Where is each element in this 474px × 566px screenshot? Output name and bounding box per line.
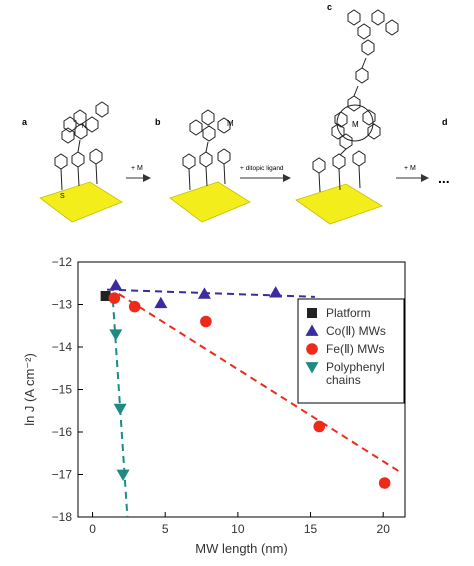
legend-label: Polyphenyl chains	[326, 360, 385, 387]
arrow-label-2: + ditopic ligand	[240, 165, 284, 172]
legend-label: Co(Ⅱ) MWs	[326, 324, 386, 338]
arrow-label-1: + M	[131, 165, 143, 172]
reaction-scheme: a b c d S N M	[22, 2, 450, 225]
data-point	[108, 292, 121, 304]
y-tick-label: −14	[52, 340, 73, 354]
legend-marker	[306, 343, 318, 355]
molecule-a	[54, 101, 109, 191]
legend-label: Platform	[326, 306, 371, 320]
x-tick-label: 15	[304, 522, 318, 536]
data-point	[378, 477, 391, 489]
ellipsis: ...	[438, 170, 450, 186]
legend-marker	[305, 362, 319, 374]
y-tick-label: −18	[52, 510, 73, 524]
y-tick-label: −15	[52, 383, 73, 397]
data-point	[313, 420, 326, 433]
panel-letter-d: d	[442, 117, 448, 127]
panel-letter-c: c	[327, 2, 332, 12]
x-tick-label: 10	[231, 522, 245, 536]
sulfur-label: S	[60, 193, 65, 200]
y-axis-label: ln J (A cm⁻²)	[22, 353, 37, 426]
metal-label-b: M	[227, 119, 234, 128]
data-point	[128, 300, 141, 313]
gold-substrate-a	[39, 181, 123, 223]
data-point	[269, 286, 283, 298]
legend-marker	[307, 308, 317, 318]
molecule-c	[312, 9, 399, 193]
panel-letter-b: b	[155, 117, 161, 127]
data-point	[100, 291, 111, 301]
data-point	[197, 287, 211, 299]
molecule-b	[182, 109, 231, 191]
x-tick-label: 0	[89, 522, 96, 536]
y-tick-label: −13	[52, 298, 73, 312]
data-point	[154, 296, 168, 309]
x-axis-label: MW length (nm)	[195, 541, 287, 556]
chart: 0 5 10 15 20 −12 −13 −14 −15 −16 −17 −18 MW length (…	[22, 255, 406, 556]
fit-line	[107, 288, 315, 298]
data-point	[200, 315, 212, 328]
nitrogen-label: N	[82, 124, 86, 130]
data-point	[109, 278, 123, 291]
y-tick-label: −16	[52, 425, 73, 439]
y-tick-label: −17	[52, 468, 73, 482]
fit-line	[118, 293, 402, 474]
legend-label: Fe(Ⅱ) MWs	[326, 342, 385, 356]
data-point	[116, 469, 130, 481]
panel-letter-a: a	[22, 117, 28, 127]
y-tick-label: −12	[52, 255, 73, 269]
arrow-label-3: + M	[404, 165, 416, 172]
data-point	[109, 329, 123, 341]
gold-substrate-b	[169, 181, 251, 223]
metal-label-c: M	[352, 120, 359, 129]
x-tick-label: 20	[377, 522, 391, 536]
data-point	[113, 403, 127, 416]
gold-substrate-c	[295, 183, 383, 225]
x-tick-label: 5	[162, 522, 169, 536]
legend-marker	[305, 324, 319, 336]
